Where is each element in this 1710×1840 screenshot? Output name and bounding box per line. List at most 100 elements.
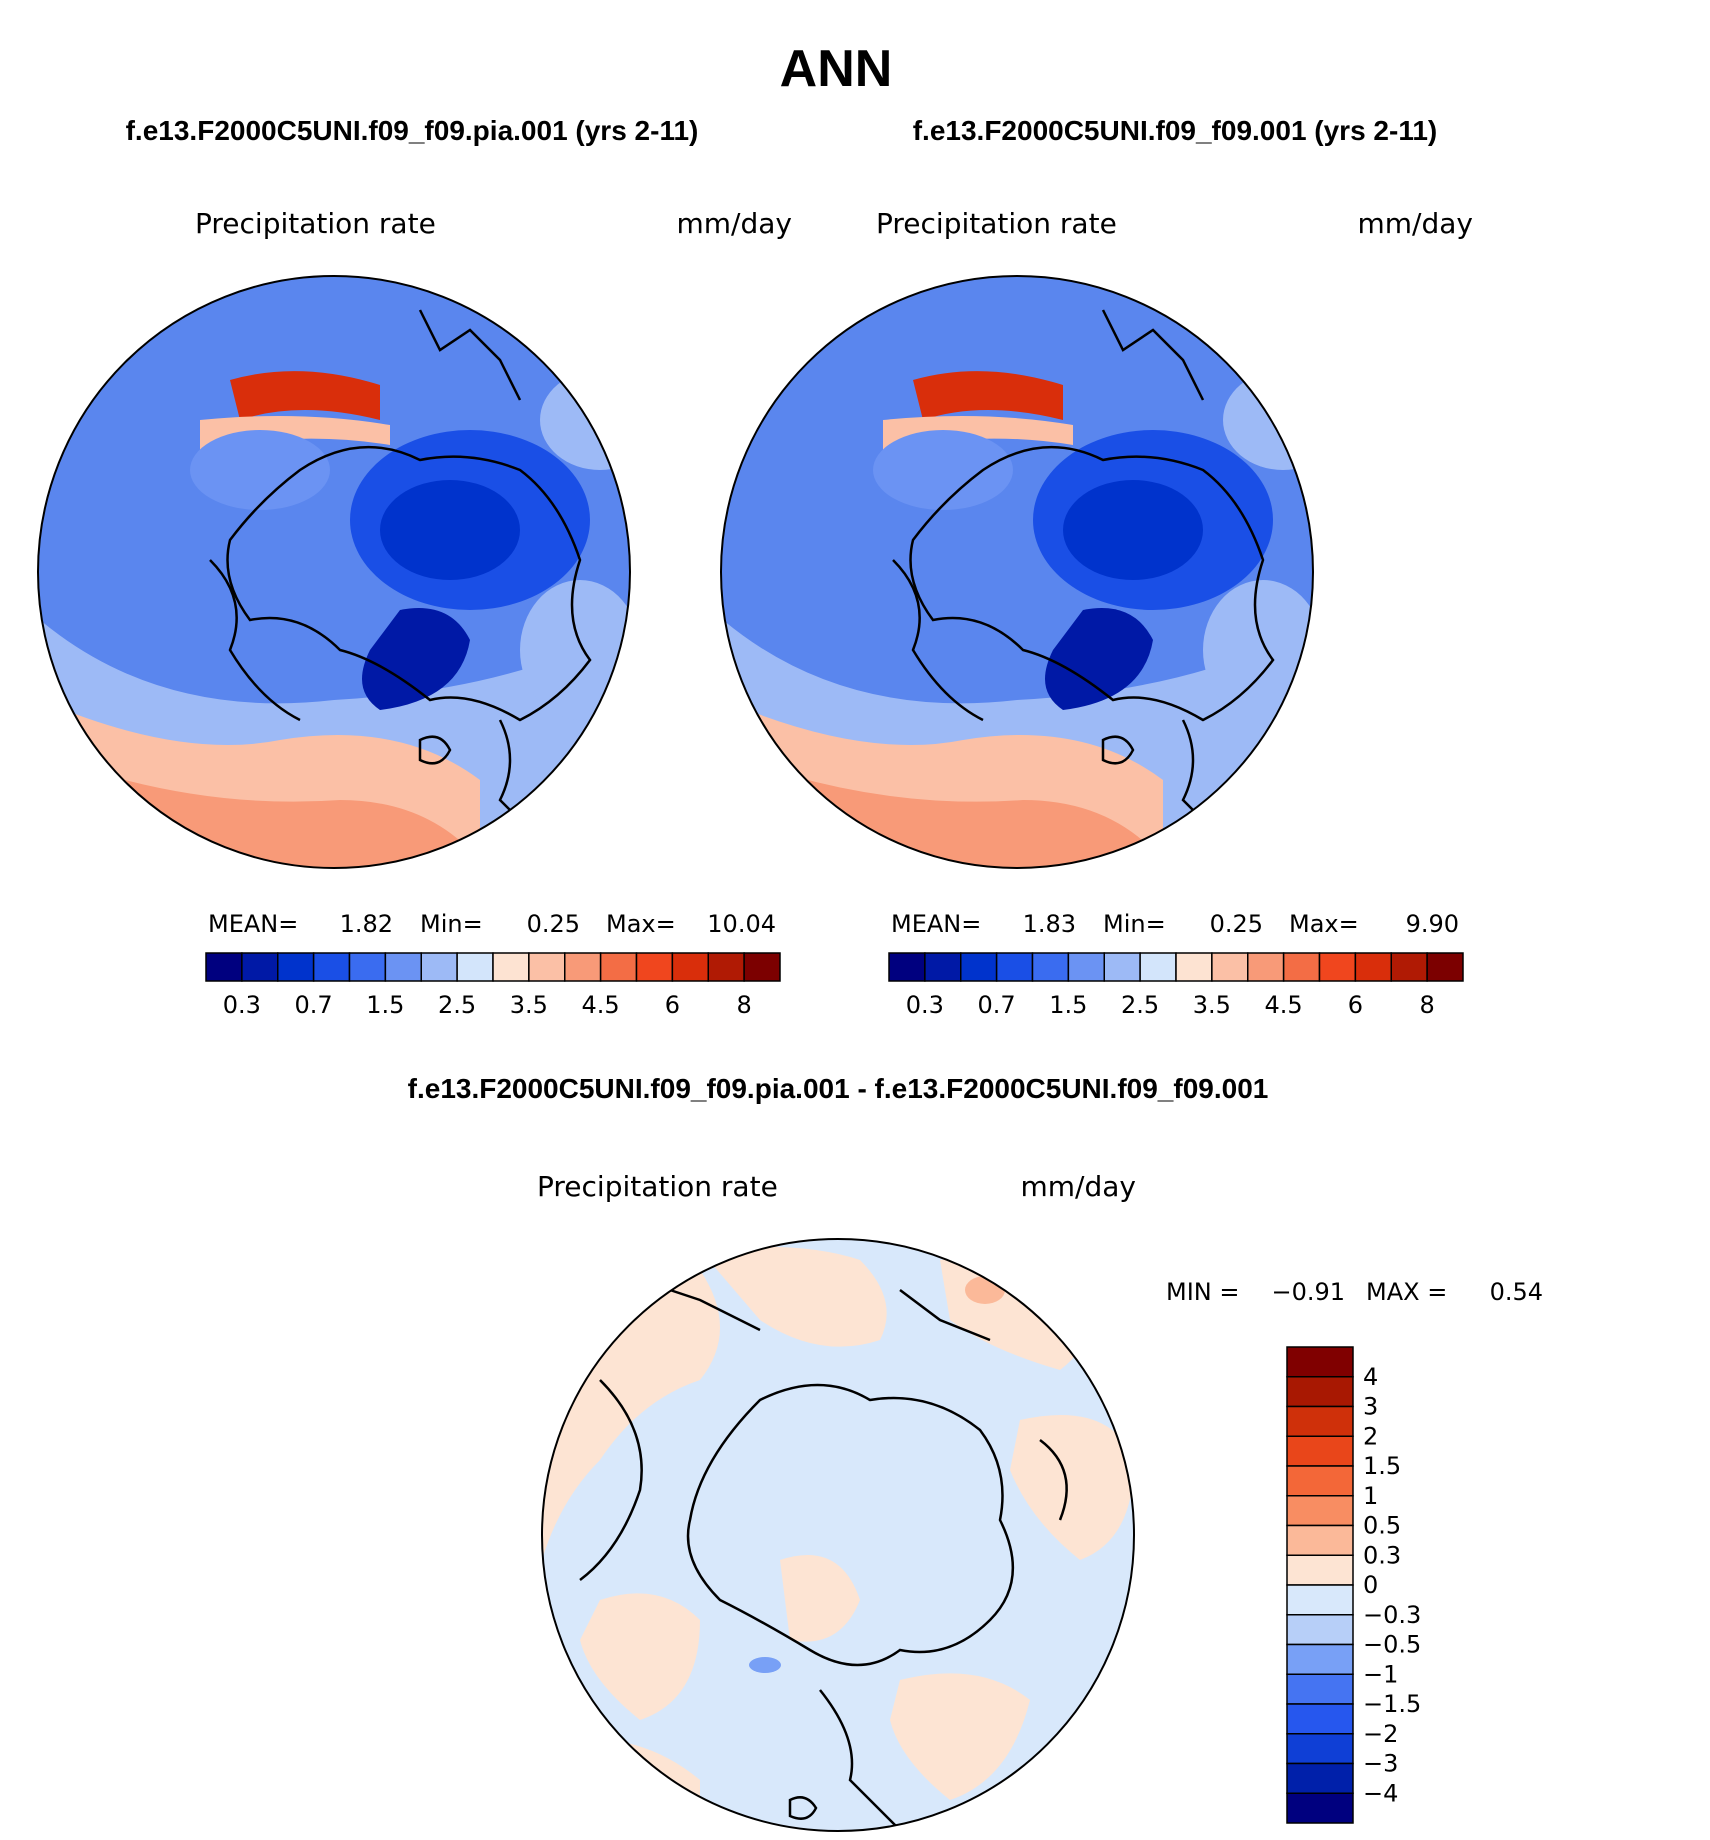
- panel-1-units-label: mm/day: [677, 207, 793, 240]
- panel-3-colorbar-swatch: [1286, 1792, 1354, 1824]
- panel-1-min-value: 0.25: [527, 910, 580, 938]
- panel-2-colorbar-swatch: [888, 952, 926, 982]
- panel-2-min-label: Min=: [1103, 910, 1166, 938]
- panel-3-colorbar-swatch: [1286, 1614, 1354, 1646]
- panel-3-units-label: mm/day: [1021, 1170, 1137, 1203]
- panel-3-colorbar-tick-label: −2: [1363, 1720, 1398, 1748]
- panel-3-colorbar-swatch: [1286, 1673, 1354, 1705]
- panel-2-variable-label: Precipitation rate: [876, 207, 1117, 240]
- panel-3-colorbar-tick-label: −4: [1363, 1779, 1398, 1807]
- panel-1-colorbar-swatch: [599, 952, 638, 982]
- panel-3-colorbar: [1286, 1346, 1354, 1824]
- panel-3-colorbar-tick-label: 3: [1363, 1393, 1378, 1421]
- panel-3-colorbar-tick-label: 4: [1363, 1363, 1378, 1391]
- panel-3-map-border: [541, 1238, 1135, 1832]
- panel-1-colorbar-swatch: [528, 952, 566, 982]
- panel-1-colorbar-tick-label: 0.3: [223, 991, 261, 1019]
- panel-3-case-title: f.e13.F2000C5UNI.f09_f09.pia.001 - f.e13…: [408, 1073, 1269, 1104]
- panel-1-variable-label: Precipitation rate: [195, 207, 436, 240]
- panel-2-colorbar-tick-label: 6: [1348, 991, 1363, 1019]
- panel-2-colorbar-swatch: [1354, 952, 1392, 982]
- panel-1-colorbar-swatch: [348, 952, 387, 982]
- panel-2-mean-label: MEAN=: [891, 910, 981, 938]
- panel-2-colorbar-swatch: [995, 952, 1034, 982]
- panel-1-colorbar-tick-label: 6: [665, 991, 680, 1019]
- panel-1-colorbar-tick-label: 4.5: [582, 991, 620, 1019]
- panel-1-min-label: Min=: [420, 910, 483, 938]
- panel-3-max-value: 0.54: [1490, 1278, 1543, 1306]
- panel-3-colorbar-tick-label: 1: [1363, 1482, 1378, 1510]
- panel-1-colorbar-swatch: [743, 952, 781, 982]
- panel-3-colorbar-swatch: [1286, 1584, 1354, 1616]
- panel-2-colorbar-tick-label: 1.5: [1049, 991, 1087, 1019]
- panel-1-colorbar-swatch: [312, 952, 351, 982]
- panel-1-colorbar-swatch: [205, 952, 243, 982]
- panel-2-colorbar-swatch: [924, 952, 962, 982]
- panel-1-colorbar-swatch: [456, 952, 494, 982]
- panel-2-colorbar-swatch: [1175, 952, 1213, 982]
- panel-3-colorbar-tick-label: −0.3: [1363, 1601, 1421, 1629]
- panel-2-mean-value: 1.83: [1023, 910, 1076, 938]
- panel-3-max-label: MAX =: [1366, 1278, 1447, 1306]
- panel-2-colorbar-swatch: [1390, 952, 1428, 982]
- panel-1-colorbar-swatch: [492, 952, 530, 982]
- panel-2-colorbar-swatch: [1426, 952, 1464, 982]
- panel-3-colorbar-tick-label: 0: [1363, 1571, 1378, 1599]
- panel-3-colorbar-tick-label: 1.5: [1363, 1452, 1401, 1480]
- panel-1-max-value: 10.04: [707, 910, 776, 938]
- panel-3-colorbar-swatch: [1286, 1405, 1354, 1437]
- panel-2-colorbar-ticks: 0.3 0.7 1.5 2.5 3.5 4.5 6 8: [906, 991, 1435, 1019]
- panel-1-colorbar-ticks: 0.3 0.7 1.5 2.5 3.5 4.5 6 8: [223, 991, 752, 1019]
- panel-3-colorbar-swatch: [1286, 1435, 1354, 1467]
- panel-2-colorbar: [888, 952, 1464, 982]
- panel-3: f.e13.F2000C5UNI.f09_f09.pia.001 - f.e13…: [408, 1073, 1543, 1832]
- panel-2-colorbar-swatch: [1067, 952, 1105, 982]
- panel-1-colorbar-swatch: [384, 952, 422, 982]
- panel-1-colorbar-swatch: [671, 952, 709, 982]
- panel-3-colorbar-swatch: [1286, 1346, 1354, 1378]
- panel-1-mean-value: 1.82: [340, 910, 393, 938]
- panel-3-colorbar-swatch: [1286, 1376, 1354, 1408]
- panel-1-max-label: Max=: [606, 910, 676, 938]
- panel-1-colorbar-swatch: [420, 952, 458, 982]
- panel-3-colorbar-tick-label: −0.5: [1363, 1631, 1421, 1659]
- panel-2-colorbar-swatch: [1139, 952, 1177, 982]
- panel-1-colorbar-tick-label: 1.5: [366, 991, 404, 1019]
- panel-1-map-border: [37, 275, 631, 869]
- panel-2-case-title: f.e13.F2000C5UNI.f09_f09.001 (yrs 2-11): [913, 115, 1438, 146]
- panel-1-colorbar-swatch: [241, 952, 279, 982]
- panel-2-colorbar-swatch: [1282, 952, 1321, 982]
- panel-3-colorbar-swatch: [1286, 1465, 1354, 1497]
- panel-3-min-value: −0.91: [1271, 1278, 1345, 1306]
- panel-2-colorbar-tick-label: 3.5: [1193, 991, 1231, 1019]
- panel-3-variable-label: Precipitation rate: [537, 1170, 778, 1203]
- panel-2-colorbar-swatch: [1318, 952, 1357, 982]
- panel-2-colorbar-swatch: [1103, 952, 1141, 982]
- panel-3-colorbar-swatch: [1286, 1733, 1354, 1765]
- panel-2-min-value: 0.25: [1210, 910, 1263, 938]
- panel-1-mean-label: MEAN=: [208, 910, 298, 938]
- panel-2-max-label: Max=: [1289, 910, 1359, 938]
- panel-2-colorbar-swatch: [960, 952, 998, 982]
- panel-2-colorbar-swatch: [1031, 952, 1070, 982]
- panel-3-colorbar-tick-label: −1.5: [1363, 1690, 1421, 1718]
- panel-1: f.e13.F2000C5UNI.f09_f09.pia.001 (yrs 2-…: [37, 115, 793, 1019]
- panel-1-colorbar-swatch: [564, 952, 602, 982]
- panel-3-colorbar-tick-label: 2: [1363, 1422, 1378, 1450]
- panel-1-polar-map: [38, 276, 630, 868]
- panel-3-colorbar-tick-label: 0.3: [1363, 1541, 1401, 1569]
- panel-2-colorbar-swatch: [1247, 952, 1285, 982]
- panel-3-min-label: MIN =: [1166, 1278, 1239, 1306]
- panel-2: f.e13.F2000C5UNI.f09_f09.001 (yrs 2-11) …: [720, 115, 1473, 1019]
- panel-1-colorbar-tick-label: 2.5: [438, 991, 476, 1019]
- panel-2-colorbar-tick-label: 0.3: [906, 991, 944, 1019]
- panel-2-colorbar-tick-label: 8: [1419, 991, 1434, 1019]
- panel-3-polar-map: [542, 1239, 1134, 1831]
- panel-3-colorbar-swatch: [1286, 1643, 1354, 1675]
- figure-title: ANN: [780, 40, 893, 98]
- panel-3-colorbar-swatch: [1286, 1554, 1354, 1586]
- panel-2-colorbar-tick-label: 0.7: [978, 991, 1016, 1019]
- panel-3-colorbar-tick-label: −3: [1363, 1750, 1398, 1778]
